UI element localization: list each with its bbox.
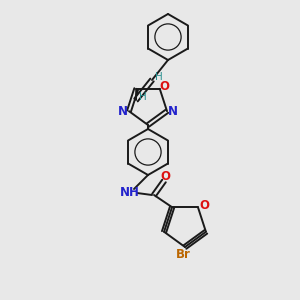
Text: N: N (118, 105, 128, 118)
Text: O: O (199, 199, 209, 212)
Text: H: H (139, 92, 147, 102)
Text: O: O (160, 80, 170, 93)
Text: Br: Br (176, 248, 190, 262)
Text: N: N (168, 105, 178, 118)
Text: H: H (155, 72, 163, 82)
Text: NH: NH (120, 187, 140, 200)
Text: O: O (160, 170, 170, 184)
